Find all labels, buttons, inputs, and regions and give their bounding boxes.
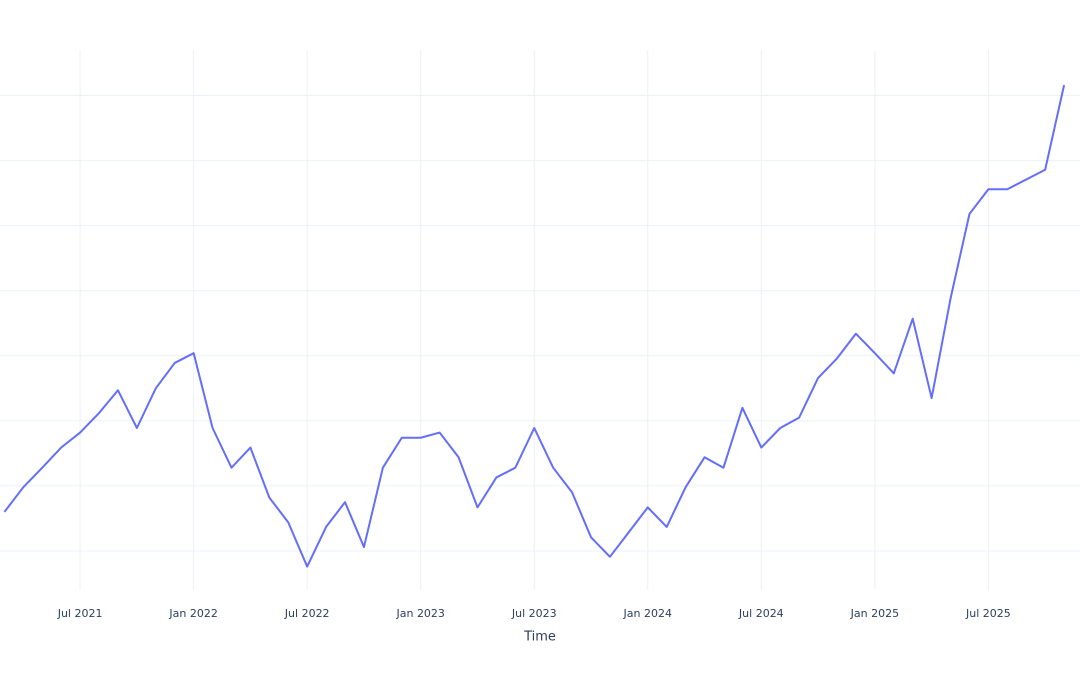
line-series — [3, 84, 1066, 568]
x-tick-label: Jul 2021 — [57, 607, 103, 620]
x-tick-label: Jul 2022 — [284, 607, 330, 620]
x-tick-label: Jan 2023 — [395, 607, 444, 620]
grid: Jul 2021 Jan 2022 Jul 2022 Jan 2023 Jul 2023… — [0, 50, 1080, 620]
x-tick-label: Jul 2024 — [738, 607, 784, 620]
plot-area — [3, 84, 1066, 568]
x-axis-title: Time — [523, 630, 556, 645]
x-tick-label: Jul 2023 — [511, 607, 557, 620]
x-tick-label: Jan 2024 — [623, 607, 672, 620]
x-tick-label: Jan 2022 — [168, 607, 217, 620]
x-tick-label: Jul 2025 — [965, 607, 1011, 620]
x-tick-label: Jan 2025 — [850, 607, 899, 620]
